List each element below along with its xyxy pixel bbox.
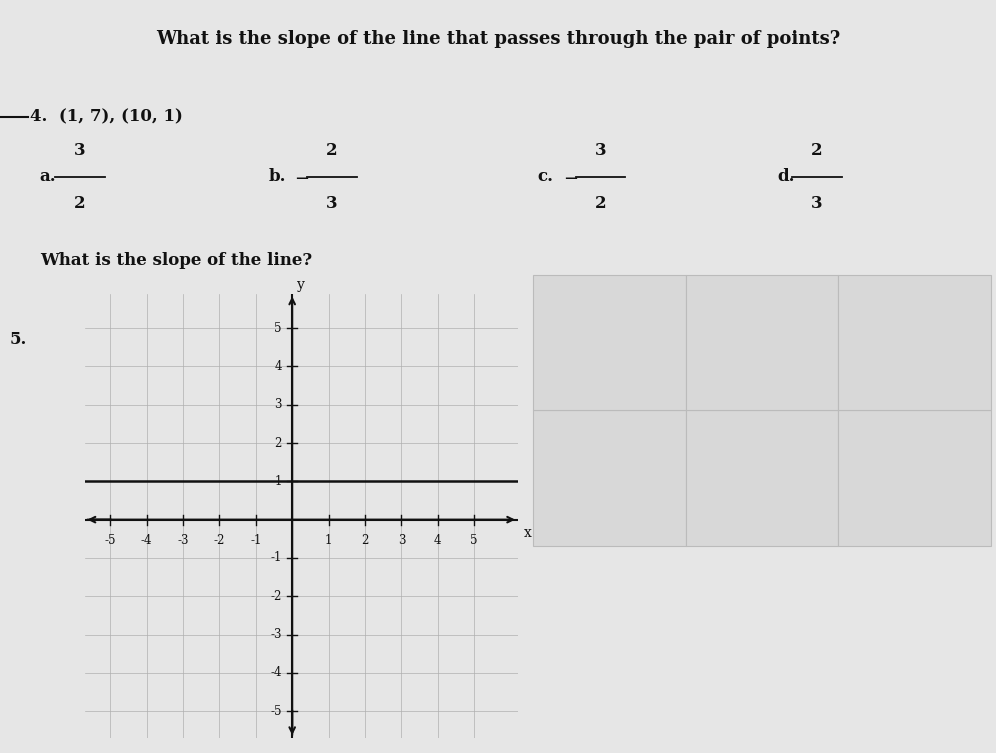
Text: -2: -2 — [214, 534, 225, 547]
Text: -2: -2 — [271, 590, 282, 602]
Text: $-$: $-$ — [563, 168, 578, 186]
Text: $-$: $-$ — [294, 168, 309, 186]
Text: 2: 2 — [326, 142, 338, 159]
Text: 4: 4 — [275, 360, 282, 373]
Text: 1: 1 — [275, 475, 282, 488]
Text: -5: -5 — [271, 705, 282, 718]
Text: a.: a. — [40, 169, 57, 185]
Text: -5: -5 — [105, 534, 116, 547]
Bar — [533, 275, 685, 410]
Text: 4.  (1, 7), (10, 1): 4. (1, 7), (10, 1) — [30, 108, 182, 125]
Text: x: x — [523, 526, 531, 540]
Text: 4: 4 — [434, 534, 441, 547]
Bar — [685, 275, 839, 410]
Text: 3: 3 — [74, 142, 86, 159]
Text: 3: 3 — [595, 142, 607, 159]
Bar — [839, 410, 991, 546]
Text: -3: -3 — [271, 628, 282, 641]
Text: 3: 3 — [275, 398, 282, 411]
Text: -1: -1 — [271, 551, 282, 565]
Text: 2: 2 — [811, 142, 823, 159]
Text: 2: 2 — [362, 534, 369, 547]
Text: 2: 2 — [275, 437, 282, 450]
Text: 3: 3 — [811, 195, 823, 212]
Text: What is the slope of the line that passes through the pair of points?: What is the slope of the line that passe… — [156, 30, 840, 48]
Text: 2: 2 — [74, 195, 86, 212]
Text: 5: 5 — [275, 322, 282, 334]
Bar — [685, 410, 839, 546]
Text: -4: -4 — [271, 666, 282, 679]
Text: 3: 3 — [326, 195, 338, 212]
Bar — [839, 275, 991, 410]
Bar — [533, 410, 685, 546]
Text: y: y — [298, 278, 305, 291]
Text: 1: 1 — [325, 534, 333, 547]
Text: 5: 5 — [470, 534, 478, 547]
Text: d.: d. — [777, 169, 795, 185]
Text: b.: b. — [269, 169, 287, 185]
Text: -1: -1 — [250, 534, 262, 547]
Text: -4: -4 — [140, 534, 152, 547]
Text: -3: -3 — [177, 534, 188, 547]
Text: 2: 2 — [595, 195, 607, 212]
Text: 3: 3 — [397, 534, 405, 547]
Text: What is the slope of the line?: What is the slope of the line? — [40, 252, 312, 270]
Text: c.: c. — [538, 169, 554, 185]
Text: 5.: 5. — [10, 331, 27, 349]
